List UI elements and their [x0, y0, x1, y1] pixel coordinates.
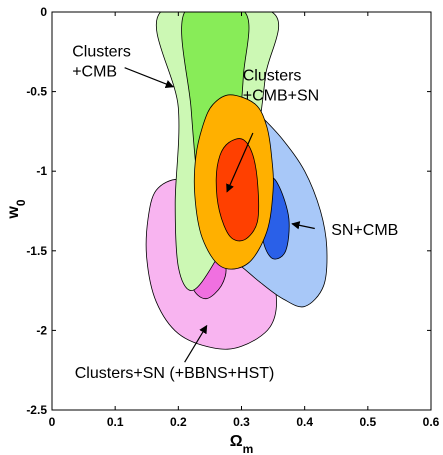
y-tick-label: 0 [40, 5, 47, 19]
x-axis-label: Ωm [230, 433, 254, 455]
x-tick-label: 0.1 [107, 415, 124, 429]
contour-regions [145, 12, 328, 350]
x-tick-label: 0.6 [423, 415, 440, 429]
annotation-arrow [226, 132, 254, 193]
annotation-line: +CMB+SN [243, 87, 319, 104]
y-tick-label: -2.5 [26, 403, 47, 417]
annotation-line: Clusters+SN (+BBNS+HST) [75, 365, 275, 382]
annotation-sn-cmb: SN+CMB [331, 222, 398, 239]
annotation-clusters-cmb-sn: Clusters +CMB+SN [243, 67, 319, 104]
annotation-line: +CMB [72, 64, 117, 81]
y-tick-label: -2 [36, 323, 47, 337]
x-tick-label: 0.3 [233, 415, 250, 429]
annotation-clusters-sn-bbns-hst: Clusters+SN (+BBNS+HST) [75, 365, 275, 382]
annotation-clusters-cmb: Clusters +CMB [72, 44, 131, 81]
x-tick-label: 0.2 [170, 415, 187, 429]
x-tick-label: 0.4 [296, 415, 313, 429]
y-tick-label: -0.5 [26, 85, 47, 99]
y-axis-label: w0 [5, 199, 28, 219]
annotation-line: SN+CMB [331, 222, 398, 239]
x-tick-label: 0.5 [359, 415, 376, 429]
annotation-arrow [124, 67, 175, 88]
x-tick-label: 0 [49, 415, 56, 429]
chart-annotations: Clusters +CMB Clusters +CMB+SN SN+CMB Cluster… [72, 44, 398, 383]
y-tick-label: -1.5 [26, 244, 47, 258]
contour-clusters-cmb-sn-inner [215, 138, 260, 242]
y-tick-label: -1 [36, 164, 47, 178]
annotation-arrow [184, 324, 208, 363]
annotation-line: Clusters [243, 67, 302, 84]
annotation-line: Clusters [72, 44, 131, 61]
region-clusters-cmb-sn [193, 94, 274, 270]
axis-ticks: 0 0.1 0.2 0.3 0.4 0.5 0.6 0 -0.5 -1 -1.5 -2 -2.5 [26, 5, 439, 429]
annotation-arrow [291, 221, 315, 230]
